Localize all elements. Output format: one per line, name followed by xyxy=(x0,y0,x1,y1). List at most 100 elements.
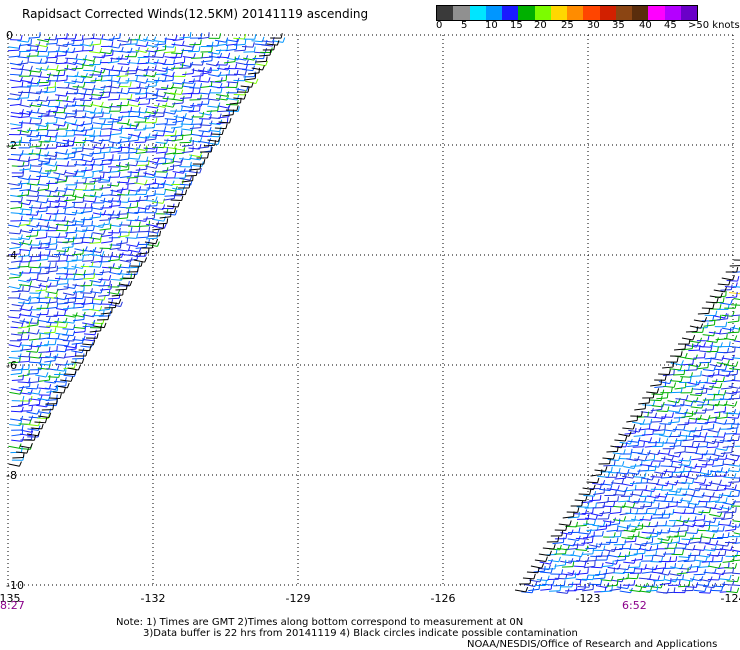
wind-barb xyxy=(92,310,105,317)
wind-barb xyxy=(583,491,597,497)
y-tick-label: -4 xyxy=(6,249,17,262)
wind-barb xyxy=(9,35,23,41)
wind-barb xyxy=(45,57,58,64)
wind-barb xyxy=(92,153,105,161)
wind-barb xyxy=(685,380,698,388)
wind-barb xyxy=(55,139,70,145)
wind-barb xyxy=(616,468,630,475)
wind-barb xyxy=(687,486,702,492)
wind-barb xyxy=(117,230,130,238)
wind-barb xyxy=(707,520,720,527)
wind-barb xyxy=(38,250,51,256)
wind-barb xyxy=(691,492,705,498)
wind-barb xyxy=(82,144,96,150)
wind-barb xyxy=(631,523,644,531)
wind-barb xyxy=(682,490,696,497)
wind-barb xyxy=(713,550,727,557)
wind-barb xyxy=(699,357,712,364)
wind-barb xyxy=(116,212,129,220)
wind-barb xyxy=(62,324,76,330)
wind-barb xyxy=(556,588,570,594)
wind-barb xyxy=(170,106,183,112)
wind-barb xyxy=(72,171,86,178)
wind-barb xyxy=(676,525,689,533)
wind-barb xyxy=(37,109,51,115)
wind-barb xyxy=(623,463,637,470)
wind-barb xyxy=(642,392,655,399)
wind-barb xyxy=(573,583,586,591)
wind-barb xyxy=(82,225,95,232)
colorbar-swatch xyxy=(615,6,632,20)
wind-barb xyxy=(109,221,123,227)
wind-barb xyxy=(188,168,202,174)
wind-barb xyxy=(56,268,69,275)
wind-barb xyxy=(720,447,733,455)
wind-barb xyxy=(128,186,142,192)
wind-barb xyxy=(710,556,724,563)
colorbar-label: >50 knots xyxy=(688,20,740,31)
wind-barb xyxy=(9,70,23,76)
wind-barb xyxy=(703,449,717,455)
wind-barb xyxy=(241,42,255,48)
wind-barb xyxy=(714,471,728,477)
wind-barb xyxy=(640,501,653,508)
wind-barb xyxy=(701,372,715,378)
colorbar-swatch xyxy=(502,6,519,20)
wind-barb xyxy=(208,126,222,133)
wind-barb xyxy=(646,531,659,538)
wind-barb xyxy=(63,201,75,209)
wind-barb xyxy=(639,515,653,521)
wind-barb xyxy=(668,580,681,586)
wind-barb xyxy=(116,70,129,78)
wind-barb xyxy=(44,378,58,384)
wind-barb xyxy=(153,189,167,195)
wind-barb xyxy=(681,441,694,448)
wind-barb xyxy=(125,75,138,82)
wind-barb xyxy=(80,280,93,287)
wind-barb xyxy=(26,347,40,353)
wind-barb xyxy=(598,539,612,545)
wind-barb xyxy=(591,530,604,537)
wind-barb xyxy=(71,337,84,345)
note-line-1: Note: 1) Times are GMT 2)Times along bot… xyxy=(116,617,524,628)
wind-barb xyxy=(89,262,103,268)
wind-barb xyxy=(622,567,636,574)
wind-barb xyxy=(162,164,175,172)
wind-barb xyxy=(82,320,95,328)
wind-barb xyxy=(171,40,185,47)
wind-barb xyxy=(145,200,159,207)
wind-barb xyxy=(595,554,609,561)
wind-barb xyxy=(582,531,595,539)
wind-barb xyxy=(8,461,22,467)
wind-barb xyxy=(576,502,590,508)
wind-barb xyxy=(162,127,176,133)
wind-barb xyxy=(18,356,31,363)
wind-barb xyxy=(54,148,68,155)
wind-barb xyxy=(620,448,633,455)
wind-barb xyxy=(43,327,57,334)
wind-barb xyxy=(658,378,673,385)
wind-barb xyxy=(724,507,737,514)
wind-barb xyxy=(82,130,96,137)
wind-barb xyxy=(17,351,31,358)
colorbar-label: 25 xyxy=(561,20,574,31)
wind-barb xyxy=(734,554,740,557)
wind-barb xyxy=(533,566,546,573)
wind-barb xyxy=(153,58,167,65)
wind-barb xyxy=(680,387,694,394)
wind-barb xyxy=(710,585,724,592)
wind-barb xyxy=(698,537,712,544)
wind-barb xyxy=(661,454,675,461)
wind-barb xyxy=(600,466,613,473)
wind-barb xyxy=(8,443,22,449)
wind-barb xyxy=(699,576,713,582)
wind-barb xyxy=(164,130,177,137)
wind-barb xyxy=(91,269,105,276)
colorbar-label: 35 xyxy=(612,20,625,31)
wind-barb xyxy=(575,545,589,552)
wind-barb xyxy=(197,141,210,149)
wind-barb xyxy=(126,266,139,273)
wind-barb xyxy=(146,157,160,164)
wind-barb xyxy=(577,582,591,588)
wind-barb xyxy=(82,273,96,280)
